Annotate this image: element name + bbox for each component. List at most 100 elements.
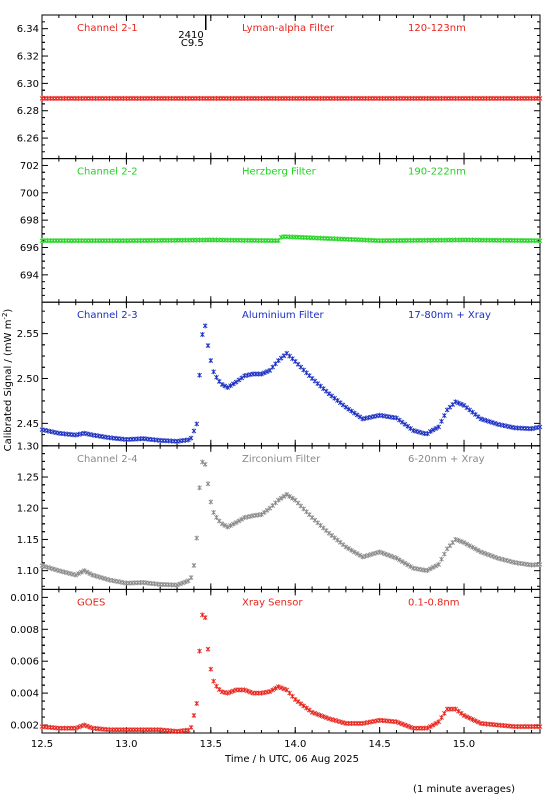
y-tick-label: 6.26	[17, 134, 39, 145]
data-point	[222, 522, 228, 528]
data-point	[87, 724, 93, 730]
panel-frame	[41, 158, 541, 303]
data-point	[295, 699, 301, 705]
data-point	[188, 724, 194, 730]
data-point	[211, 369, 216, 375]
data-point	[408, 724, 413, 730]
data-point	[281, 353, 287, 359]
data-point	[200, 459, 205, 465]
data-point	[276, 358, 281, 364]
panel-label-2: 6-20nm + Xray	[408, 454, 485, 465]
y-axis-label-text: Calibrated Signal / (mW m	[3, 320, 14, 452]
data-point	[397, 417, 402, 423]
data-point	[309, 709, 315, 715]
data-point	[270, 687, 276, 693]
data-point	[301, 703, 306, 709]
data-point	[399, 559, 405, 565]
data-point	[48, 565, 53, 571]
data-point	[231, 381, 236, 387]
data-point	[239, 516, 245, 522]
data-point	[442, 551, 447, 557]
panel-label-0: Channel 2-2	[77, 167, 138, 178]
data-point	[456, 708, 461, 714]
y-tick-label: 6.34	[17, 24, 39, 35]
data-point	[408, 564, 413, 570]
y-tick-label: 1.20	[17, 504, 39, 515]
y-tick-label: 6.28	[17, 106, 39, 117]
data-point	[430, 427, 436, 433]
data-point	[278, 685, 284, 691]
data-point	[191, 712, 197, 718]
data-point	[467, 407, 472, 413]
data-point	[397, 720, 402, 726]
y-tick-label: 0.008	[10, 625, 39, 636]
data-point	[267, 689, 273, 695]
data-point	[281, 493, 287, 499]
data-point	[380, 550, 385, 556]
data-point	[233, 520, 239, 526]
data-point	[259, 371, 264, 377]
y-tick-label: 696	[20, 243, 39, 254]
data-point	[349, 547, 354, 553]
data-point	[461, 540, 467, 546]
data-point	[208, 499, 214, 505]
x-axis-label: Time / h UTC, 06 Aug 2025	[224, 754, 359, 765]
panel-0: 6.26 6.28 6.30 6.32 6.34 Channel 2-1 Lyman-alp…	[17, 14, 543, 160]
y-tick-label: 0.010	[10, 593, 39, 604]
data-point	[214, 514, 219, 520]
y-tick-label: 2.45	[17, 419, 39, 430]
data-point	[472, 546, 478, 552]
y-tick-label: 0.004	[10, 689, 39, 700]
data-point	[205, 646, 211, 652]
data-point	[351, 410, 357, 416]
data-point	[332, 395, 337, 401]
data-point	[470, 716, 475, 722]
y-axis-label: Calibrated Signal / (mW m-2)	[1, 309, 14, 452]
y-tick-label: 702	[20, 161, 39, 172]
data-point	[340, 402, 346, 408]
data-point	[93, 573, 98, 579]
data-point	[214, 374, 219, 380]
data-point	[228, 523, 233, 529]
data-point	[276, 497, 281, 503]
data-point	[292, 696, 298, 702]
data-point	[200, 332, 205, 338]
data-point	[231, 688, 236, 694]
data-point	[337, 539, 343, 545]
data-point	[228, 689, 233, 695]
data-point	[472, 718, 478, 724]
data-point	[427, 724, 433, 730]
data-point	[73, 725, 79, 731]
data-point	[464, 714, 470, 720]
data-point	[343, 544, 349, 550]
data-point	[202, 323, 208, 329]
data-point	[377, 549, 382, 555]
data-point	[442, 710, 447, 716]
y-tick-label: 1.30	[17, 441, 39, 452]
data-point	[399, 419, 405, 425]
data-point	[76, 724, 81, 730]
x-tick-label: 13.5	[200, 739, 222, 750]
data-point	[343, 404, 349, 410]
data-point	[405, 723, 411, 729]
data-point	[53, 567, 59, 573]
panel-2: 2.45 2.50 2.55 Channel 2-3 Aluminium Filter 1…	[17, 301, 543, 447]
data-point	[98, 575, 104, 581]
data-point	[281, 686, 287, 692]
data-point	[222, 383, 228, 389]
data-point	[366, 552, 371, 558]
x-tick-label: 15.0	[453, 739, 475, 750]
data-point	[298, 701, 304, 707]
data-point	[95, 574, 101, 580]
data-point	[84, 569, 90, 575]
data-point	[205, 481, 211, 487]
data-point	[104, 576, 110, 582]
data-point	[326, 716, 332, 722]
data-point	[537, 238, 543, 244]
data-point	[332, 717, 337, 723]
data-point	[351, 549, 357, 555]
x-tick-label: 14.5	[368, 739, 390, 750]
data-point	[264, 369, 270, 375]
data-point	[329, 532, 335, 538]
data-series	[39, 323, 543, 444]
